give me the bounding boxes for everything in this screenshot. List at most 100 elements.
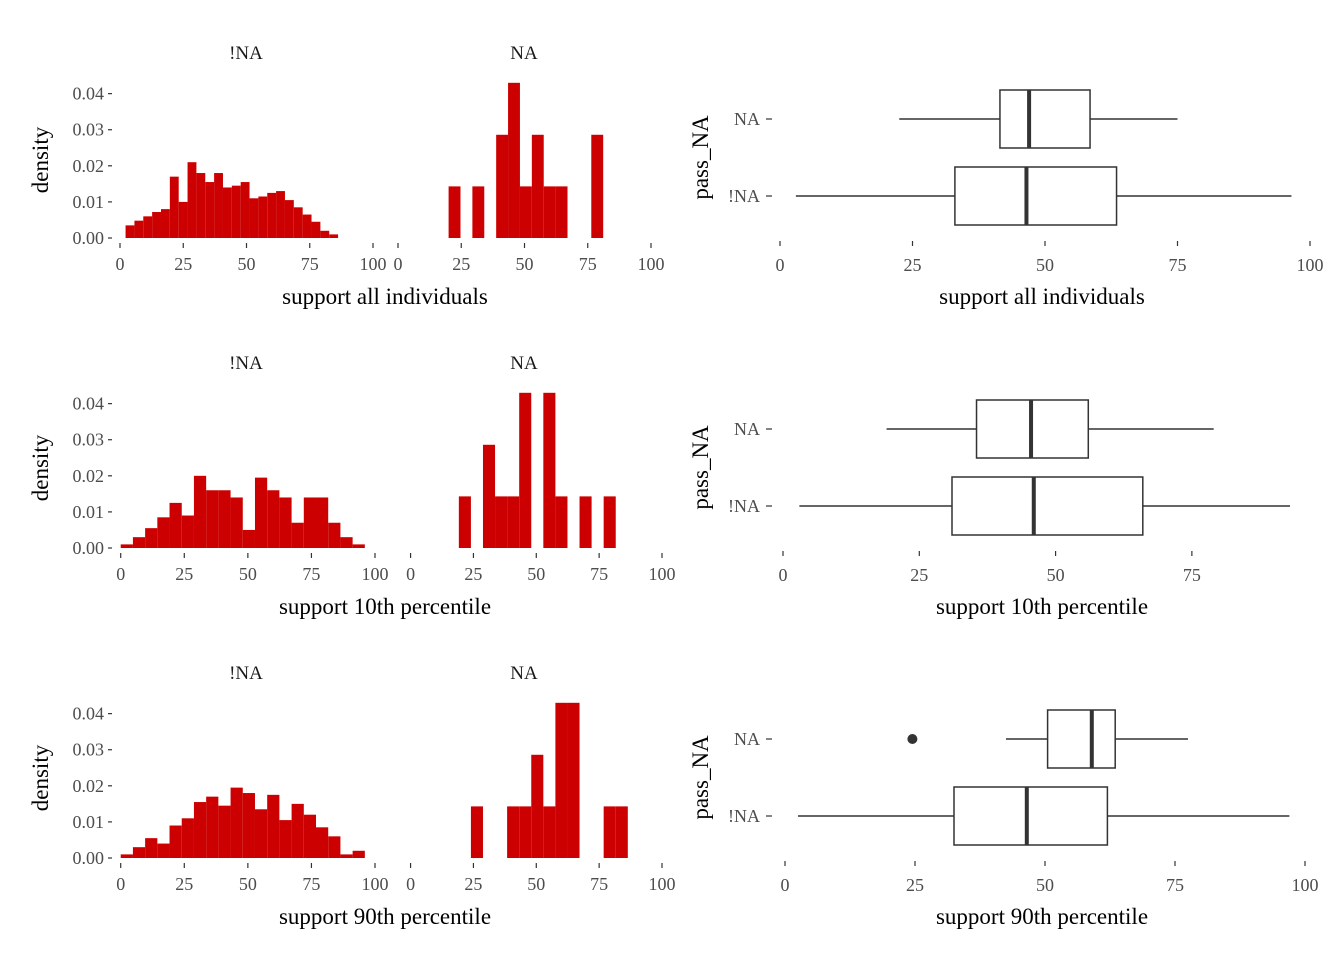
y-tick-label: 0.01	[73, 812, 105, 832]
boxplot-svg: NA !NA pass_NA 0 25 50 75 100 support all indivi…	[688, 89, 1324, 309]
histogram-bar	[328, 836, 341, 858]
facet-strip-label: !NA	[229, 43, 263, 64]
y-category-label: !NA	[728, 806, 760, 826]
histogram-bar	[472, 186, 485, 238]
x-tick-label: 0	[776, 255, 785, 275]
x-tick-label: 100	[1292, 875, 1319, 895]
histogram-panel-all-individuals: 0.00 0.01 0.02 0.03 0.04 density !NA 0 25 50 75 100…	[0, 0, 672, 320]
y-tick-label: 0.00	[73, 848, 105, 868]
histogram-bar	[579, 496, 592, 548]
x-tick-label: 75	[579, 254, 597, 274]
y-category-label: NA	[734, 419, 760, 439]
x-tick-label: 75	[302, 564, 320, 584]
boxplot-panel-all-individuals: NA !NA pass_NA 0 25 50 75 100 support all indivi…	[672, 0, 1344, 320]
histogram-bar	[320, 230, 330, 238]
y-axis-title: density	[28, 126, 53, 193]
box-iqr	[1046, 709, 1116, 769]
histogram-panel-10th-percentile: 0.00 0.01 0.02 0.03 0.04 density !NA 0 25 50 75 100…	[0, 320, 676, 640]
histogram-bar	[193, 802, 207, 858]
histogram-bar	[120, 544, 133, 548]
histogram-bar	[303, 814, 317, 858]
histogram-bar	[279, 820, 292, 858]
histogram-bar	[291, 803, 304, 858]
histogram-bar	[267, 794, 280, 858]
histogram-bar	[303, 497, 317, 548]
x-tick-label: 25	[175, 874, 193, 894]
x-tick-label: 25	[174, 254, 192, 274]
x-tick-label: 100	[362, 564, 389, 584]
histogram-bar	[120, 854, 133, 858]
histogram-bar	[328, 522, 341, 548]
y-axis-title: density	[28, 434, 53, 501]
y-tick-label: 0.02	[73, 466, 105, 486]
histogram-bar	[145, 528, 158, 548]
histogram-bar	[470, 806, 483, 858]
histogram-bar	[242, 529, 255, 548]
histogram-bar	[152, 212, 161, 238]
histogram-bar	[187, 162, 197, 238]
histogram-bar	[543, 186, 556, 238]
histogram-bar	[291, 522, 304, 548]
histogram-bar	[340, 537, 353, 548]
histogram-bar	[169, 502, 182, 548]
histogram-bar	[519, 806, 532, 858]
histogram-bar	[254, 809, 268, 858]
histogram-bar	[567, 702, 580, 858]
facet-strip-label: NA	[510, 353, 538, 374]
histogram-bar	[143, 216, 153, 238]
x-tick-label: 50	[1036, 255, 1054, 275]
x-tick-label: 50	[1036, 875, 1054, 895]
histogram-bar	[311, 221, 321, 238]
x-axis-title: support 90th percentile	[936, 904, 1148, 929]
x-tick-label: 75	[1183, 565, 1201, 585]
y-tick-label: 0.01	[73, 192, 105, 212]
x-tick-label: 100	[362, 874, 389, 894]
histogram-bar	[132, 537, 146, 548]
facet-strip-label: NA	[510, 43, 538, 64]
y-tick-label: 0.01	[73, 502, 105, 522]
histogram-bar	[519, 392, 532, 548]
x-tick-label: 100	[649, 874, 676, 894]
histogram-bar	[507, 806, 520, 858]
box-iqr	[954, 166, 1118, 226]
box-iqr	[953, 786, 1109, 846]
x-tick-label: 25	[464, 564, 482, 584]
y-category-label: !NA	[728, 496, 760, 516]
y-tick-label: 0.03	[73, 120, 105, 140]
y-axis-title: pass_NA	[688, 735, 713, 820]
histogram-bar	[591, 134, 604, 238]
x-tick-label: 0	[116, 874, 125, 894]
histogram-bar	[316, 497, 329, 548]
histogram-bar	[254, 477, 268, 548]
y-category-label: NA	[734, 109, 760, 129]
y-category-label: NA	[734, 729, 760, 749]
histogram-bar	[214, 173, 223, 238]
histogram-bar	[555, 186, 568, 238]
histogram-bar	[206, 796, 219, 858]
y-tick-label: 0.04	[73, 84, 105, 104]
histogram-bar	[531, 754, 544, 858]
histogram-bar	[267, 192, 277, 238]
histogram-bar	[352, 850, 365, 858]
x-tick-label: 50	[238, 254, 256, 274]
histogram-bar	[495, 496, 508, 548]
histogram-bar	[276, 191, 285, 238]
histogram-bar	[178, 201, 188, 238]
x-tick-label: 0	[394, 254, 403, 274]
histogram-bar	[531, 134, 544, 238]
x-tick-label: 75	[301, 254, 319, 274]
y-tick-label: 0.04	[73, 704, 105, 724]
histogram-bar	[555, 702, 568, 858]
x-tick-label: 25	[910, 565, 928, 585]
x-tick-label: 0	[116, 254, 125, 274]
histogram-svg: 0.00 0.01 0.02 0.03 0.04 density !NA 0 25 50 75 100…	[28, 353, 676, 619]
histogram-bar	[157, 517, 170, 548]
histogram-bar	[615, 806, 628, 858]
x-tick-label: 25	[452, 254, 470, 274]
histogram-bar	[603, 806, 616, 858]
histogram-bar	[543, 806, 556, 858]
histogram-bar	[507, 496, 520, 548]
histogram-bar	[352, 544, 365, 548]
histogram-bar	[258, 196, 268, 238]
